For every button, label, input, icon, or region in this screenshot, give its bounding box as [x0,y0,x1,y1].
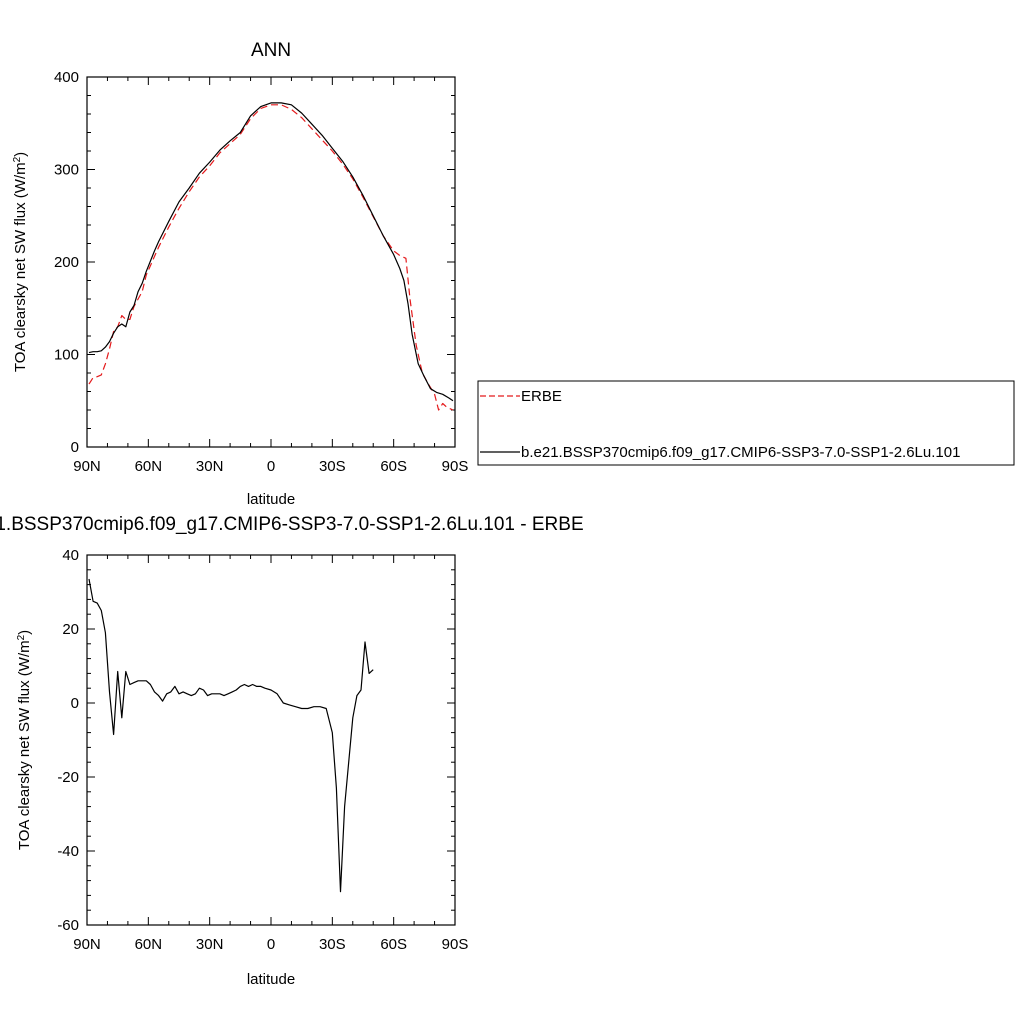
bottom-plot: b.e21.BSSP370cmip6.f09_g17.CMIP6-SSP3-7.… [0,514,584,988]
top-series-line-1 [88,102,454,402]
top-ytick-label-2: 200 [54,254,79,271]
top-plot-ylabel-sup: 2 [12,156,23,162]
top-plot-frame [86,76,456,448]
top-plot-xlabel: latitude [247,491,295,508]
bottom-xtick-label-4: 30S [319,936,346,953]
top-plot-ylabel-main: TOA clearsky net SW flux (W/m [12,162,29,372]
top-series-line-0 [88,104,454,411]
bottom-ytick-label-3: 0 [71,695,79,712]
bottom-ytick-label-1: -40 [57,843,79,860]
top-ytick-label-3: 300 [54,162,79,179]
top-plot-ylabel-end: ) [12,152,29,157]
bottom-plot-ylabel-sup: 2 [16,634,27,640]
top-plot-legend: ERBE b.e21.BSSP370cmip6.f09_g17.CMIP6-SS… [477,380,1015,466]
legend-box [477,380,1015,466]
bottom-series-line-0 [88,578,374,893]
legend-label-erbe: ERBE [521,388,562,405]
bottom-xtick-label-6: 90S [442,936,469,953]
bottom-xtick-label-2: 30N [196,936,224,953]
top-plot-ylabel: TOA clearsky net SW flux (W/m2) [12,152,30,372]
top-plot-title: ANN [251,40,291,61]
bottom-ytick-label-2: -20 [57,769,79,786]
bottom-xtick-label-3: 0 [267,936,275,953]
bottom-plot-ylabel-main: TOA clearsky net SW flux (W/m [16,640,33,850]
top-xtick-label-5: 60S [380,458,407,475]
bottom-ytick-label-0: -60 [57,917,79,934]
bottom-xtick-label-0: 90N [73,936,101,953]
top-ytick-label-0: 0 [71,439,79,456]
top-xtick-label-6: 90S [442,458,469,475]
top-xtick-label-3: 0 [267,458,275,475]
bottom-plot-xlabel: latitude [247,971,295,988]
top-xtick-label-2: 30N [196,458,224,475]
top-plot: ANN 90N 60N 30N 0 30S 60S 90S 0 100 200 300 400 lat… [12,40,1015,508]
top-plot-series [88,102,454,411]
bottom-plot-ticks: 90N 60N 30N 0 30S 60S 90S -60 -40 -20 0 20 40 [57,547,468,953]
top-xtick-label-1: 60N [135,458,163,475]
top-ytick-label-1: 100 [54,347,79,364]
bottom-plot-series [88,578,374,893]
bottom-plot-frame [86,554,456,926]
legend-label-model: b.e21.BSSP370cmip6.f09_g17.CMIP6-SSP3-7.… [521,444,960,461]
bottom-xtick-label-1: 60N [135,936,163,953]
bottom-plot-ylabel-end: ) [16,630,33,635]
bottom-plot-ylabel: TOA clearsky net SW flux (W/m2) [16,630,34,850]
bottom-ytick-label-4: 20 [62,621,79,638]
top-ytick-label-4: 400 [54,69,79,86]
bottom-ytick-label-5: 40 [62,547,79,564]
bottom-plot-title: b.e21.BSSP370cmip6.f09_g17.CMIP6-SSP3-7.… [0,514,584,535]
top-xtick-label-0: 90N [73,458,101,475]
bottom-xtick-label-5: 60S [380,936,407,953]
top-xtick-label-4: 30S [319,458,346,475]
top-plot-ticks: 90N 60N 30N 0 30S 60S 90S 0 100 200 300 400 [54,69,468,475]
